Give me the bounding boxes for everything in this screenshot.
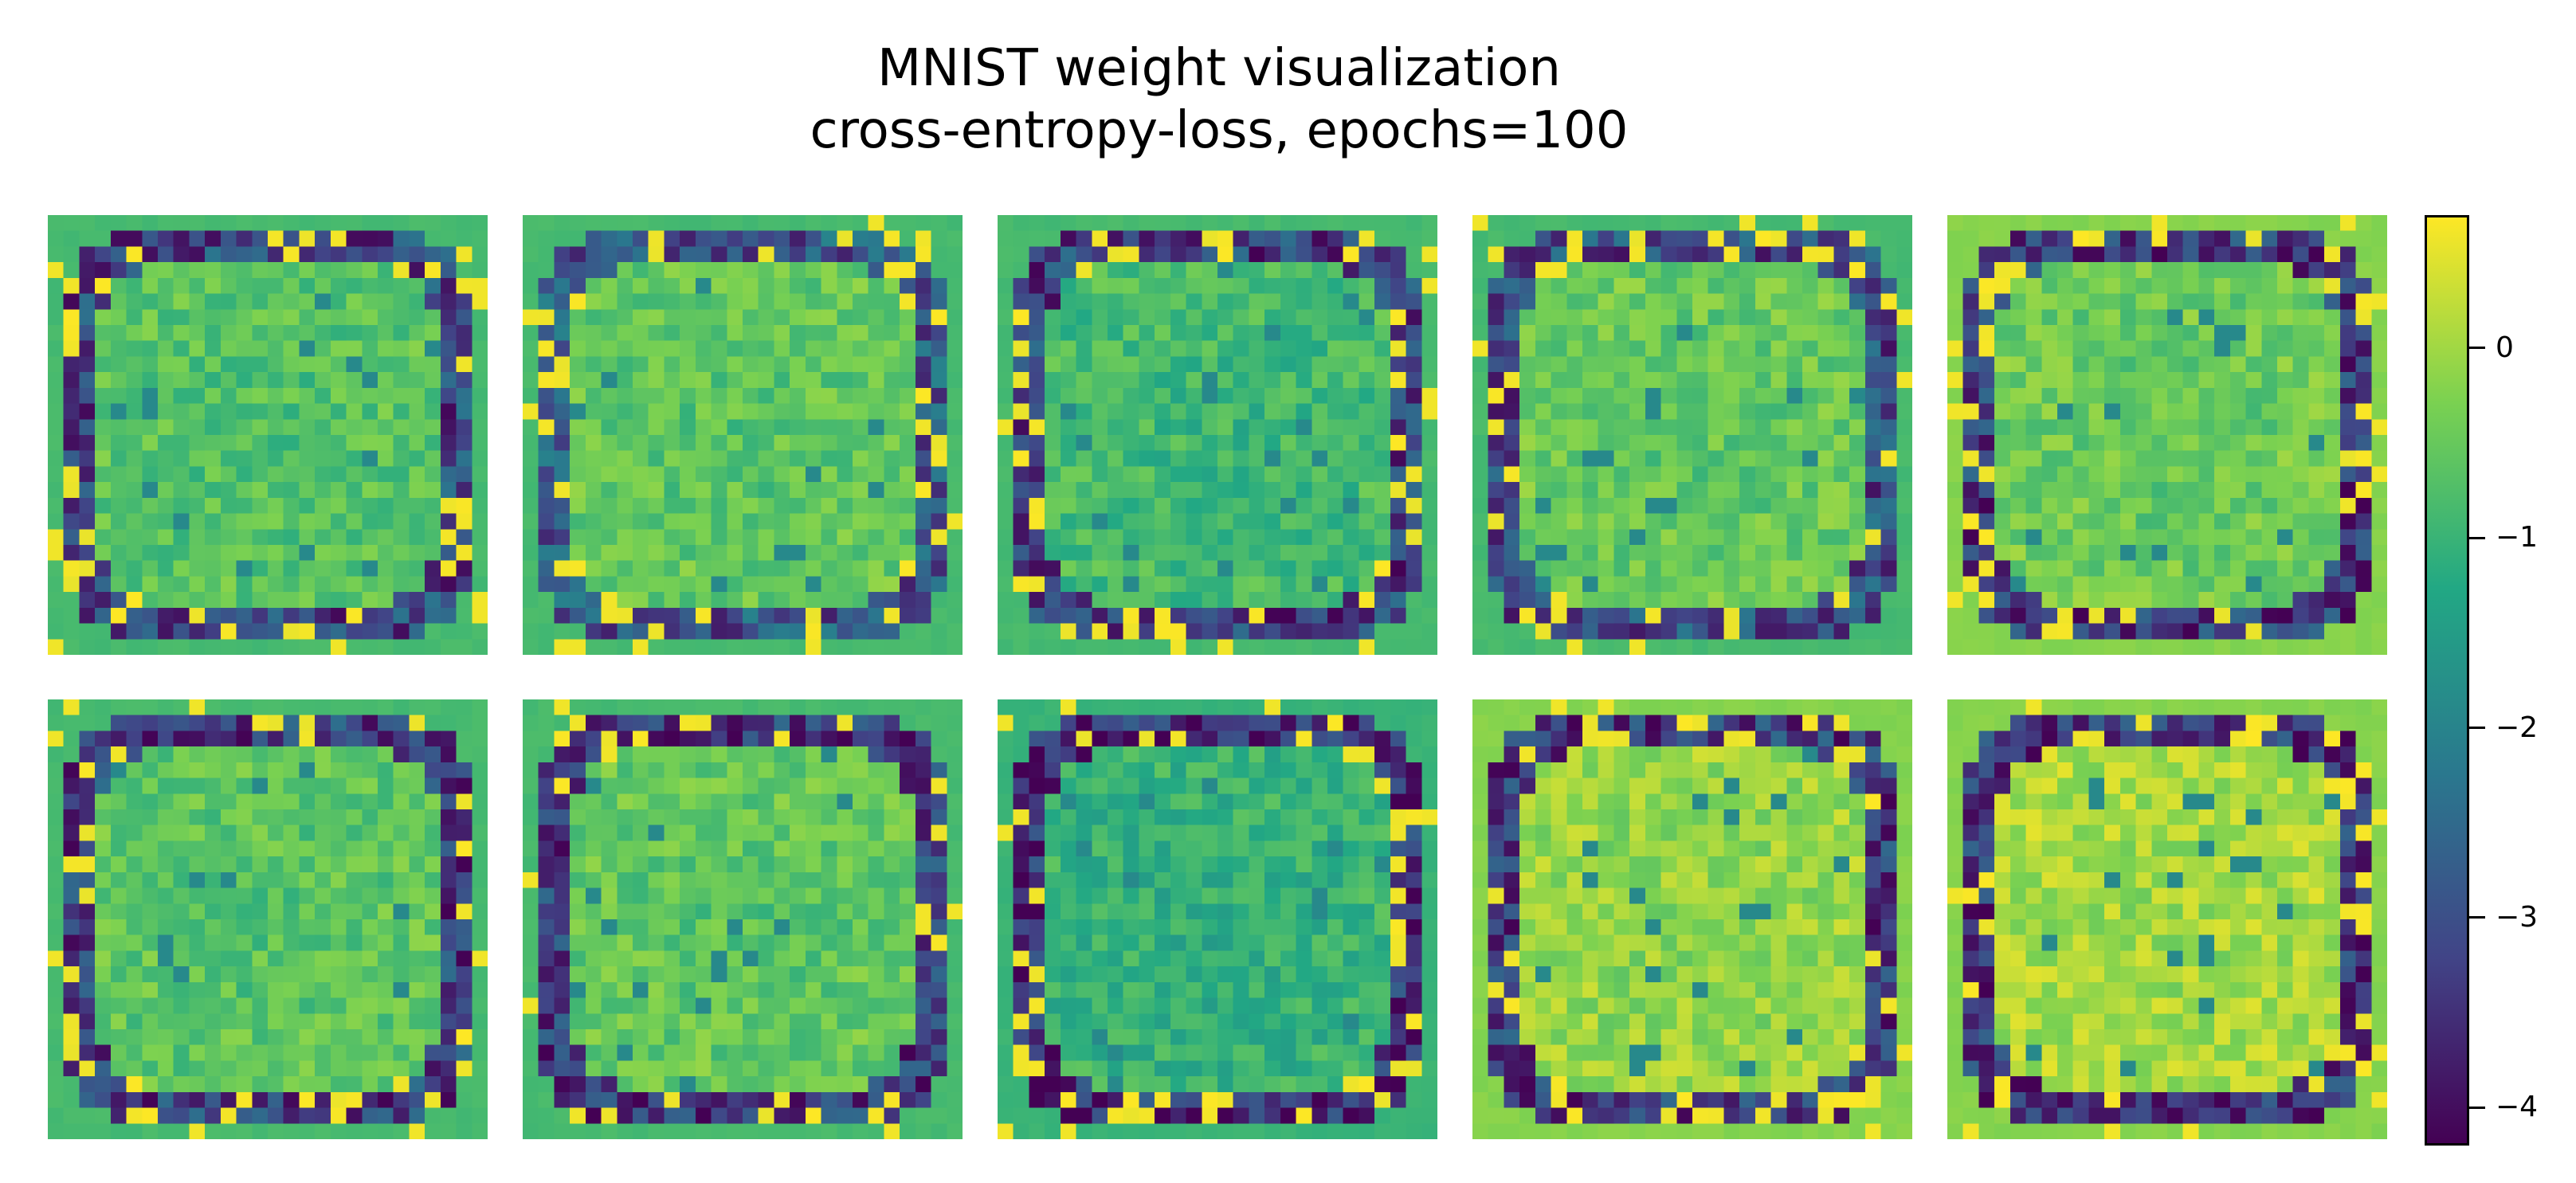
weight-heatmap	[523, 215, 963, 655]
weight-heatmap	[1472, 215, 1912, 655]
colorbar-tick	[2469, 347, 2485, 350]
colorbar-tick-label: −1	[2496, 521, 2539, 554]
colorbar-tick	[2469, 727, 2485, 730]
weight-heatmap	[998, 699, 1437, 1139]
weight-panel-5	[48, 699, 488, 1139]
weight-heatmap	[1947, 699, 2387, 1139]
colorbar-tick	[2469, 536, 2485, 539]
colorbar	[2425, 215, 2469, 1146]
chart-title: MNIST weight visualization	[877, 39, 1561, 98]
colorbar-tick	[2469, 916, 2485, 919]
weight-panel-7	[998, 699, 1437, 1139]
colorbar-tick-label: −3	[2496, 900, 2539, 934]
colorbar-tick	[2469, 1106, 2485, 1109]
weight-panel-6	[523, 699, 963, 1139]
weight-panel-1	[523, 215, 963, 655]
colorbar-tick-label: −2	[2496, 711, 2539, 744]
weight-panel-0	[48, 215, 488, 655]
colorbar-tick-label: −4	[2496, 1091, 2539, 1124]
weight-panel-3	[1472, 215, 1912, 655]
weight-heatmap	[1947, 215, 2387, 655]
weight-panel-4	[1947, 215, 2387, 655]
colorbar-tick-label: 0	[2496, 331, 2514, 364]
colorbar-gradient	[2427, 217, 2467, 1143]
weight-heatmap	[523, 699, 963, 1139]
chart-subtitle: cross-entropy-loss, epochs=100	[810, 101, 1629, 160]
weight-heatmap	[48, 215, 488, 655]
weight-panel-8	[1472, 699, 1912, 1139]
weight-panel-2	[998, 215, 1437, 655]
weight-heatmap	[1472, 699, 1912, 1139]
weight-heatmap	[48, 699, 488, 1139]
weight-panel-9	[1947, 699, 2387, 1139]
weight-heatmap	[998, 215, 1437, 655]
